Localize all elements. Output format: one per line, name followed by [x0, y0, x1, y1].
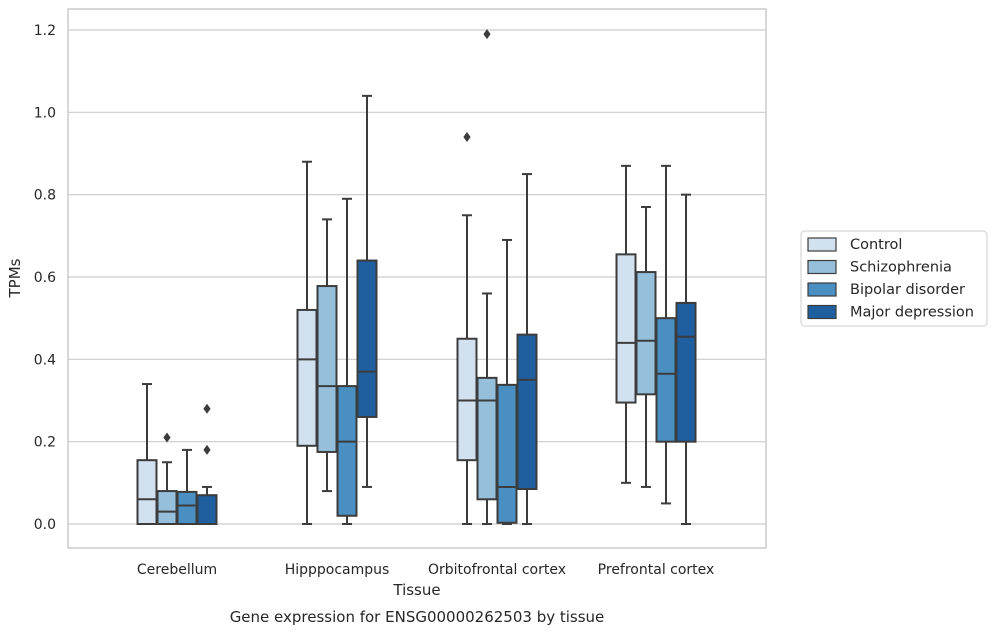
y-axis-label: TPMs [6, 258, 24, 298]
legend-swatch [807, 282, 837, 297]
y-tick-label: 0.6 [34, 270, 56, 286]
box-major-depression [196, 403, 218, 525]
box-iqr [655, 317, 677, 443]
box-iqr [516, 333, 538, 491]
x-tick-label: Cerebellum [137, 562, 217, 578]
box-iqr [336, 385, 358, 517]
box-iqr [476, 376, 498, 501]
legend-swatch [807, 304, 837, 320]
box-iqr [635, 271, 657, 396]
legend-frame [800, 230, 988, 327]
box-iqr [196, 494, 218, 525]
y-tick-label: 1.2 [34, 23, 56, 39]
outlier-point [463, 132, 471, 143]
outlier-point [203, 403, 211, 414]
boxes [136, 29, 697, 526]
box-iqr [296, 308, 318, 447]
box-iqr [675, 301, 697, 443]
box-schizophrenia [635, 206, 657, 488]
chart-caption: Gene expression for ENSG00000262503 by t… [230, 608, 605, 626]
box-schizophrenia [316, 218, 338, 493]
x-tick-label: Hipppocampus [285, 562, 390, 578]
box-major-depression [516, 173, 538, 525]
box-major-depression [356, 94, 378, 488]
legend: Control Schizophrenia Bipolar disorder Majo… [800, 230, 988, 327]
y-tick-label: 0.0 [34, 517, 56, 533]
y-tick-labels: 0.0 0.2 0.4 0.6 0.8 1.0 1.2 [34, 23, 56, 533]
box-iqr [136, 459, 158, 526]
box-iqr [356, 259, 378, 418]
x-axis-label: Tissue [392, 581, 440, 599]
outlier-point [203, 444, 211, 455]
box-iqr [496, 383, 518, 524]
legend-label: Control [850, 237, 902, 253]
y-tick-label: 0.2 [34, 435, 56, 451]
outlier-point [163, 432, 171, 443]
box-schizophrenia [156, 432, 178, 526]
box-bipolar-disorder [496, 238, 518, 525]
x-tick-label: Prefrontal cortex [598, 562, 715, 578]
x-tick-labels: Cerebellum Hipppocampus Orbitofrontal cort… [137, 562, 714, 578]
legend-swatch [807, 237, 837, 252]
legend-label: Major depression [850, 305, 974, 321]
box-iqr [615, 253, 637, 404]
box-iqr [176, 490, 198, 526]
y-tick-label: 0.4 [34, 352, 56, 368]
box-major-depression [675, 193, 697, 525]
legend-label: Bipolar disorder [850, 282, 965, 298]
legend-label: Schizophrenia [850, 260, 952, 276]
y-tick-label: 0.8 [34, 188, 56, 204]
box-bipolar-disorder [336, 197, 358, 525]
plot-frame [67, 8, 767, 549]
legend-swatch [807, 259, 837, 275]
x-tick-label: Orbitofrontal cortex [428, 562, 566, 578]
box-iqr [456, 337, 478, 462]
y-tick-label: 1.0 [34, 105, 56, 121]
outlier-point [483, 29, 491, 40]
box-iqr [156, 490, 178, 526]
box-iqr [316, 285, 338, 453]
box-bipolar-disorder [655, 164, 677, 505]
